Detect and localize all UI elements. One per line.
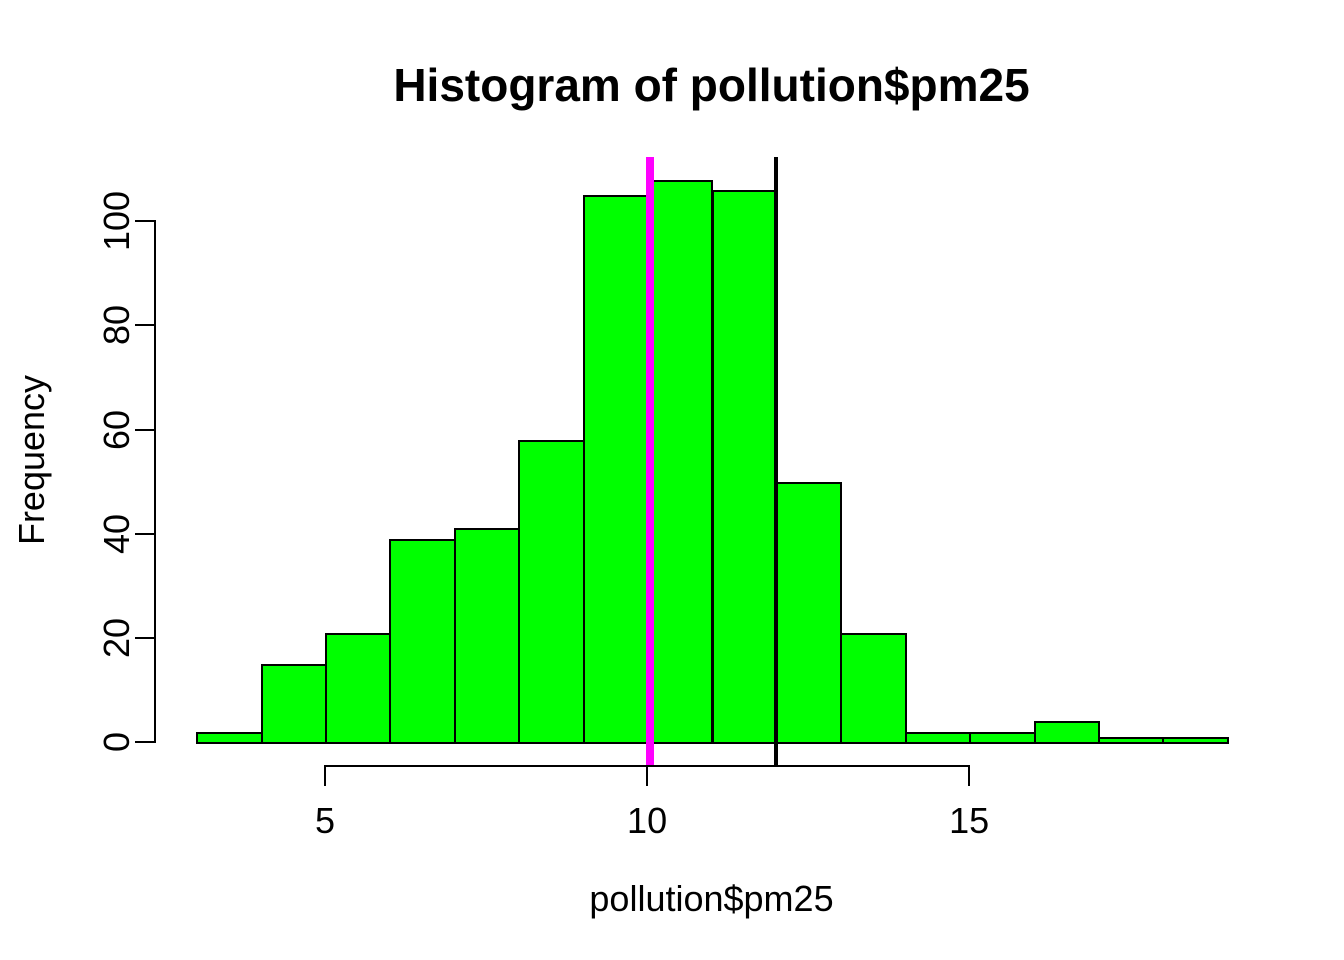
y-tick: [135, 324, 154, 327]
histogram-bar: [453, 528, 521, 744]
x-tick-label: 5: [315, 800, 336, 841]
chart-title: Histogram of pollution$pm25: [393, 59, 1030, 111]
histogram-bar: [904, 731, 972, 744]
y-tick: [135, 636, 154, 639]
histogram-bar: [775, 481, 843, 744]
histogram-bar: [1162, 736, 1229, 744]
y-tick-label: 20: [96, 617, 137, 658]
histogram-bar: [647, 179, 714, 744]
y-tick-label: 80: [96, 305, 137, 346]
x-tick: [324, 766, 327, 786]
y-axis-line: [154, 220, 156, 743]
x-tick-label: 15: [949, 800, 990, 841]
y-tick-label: 60: [96, 409, 137, 450]
histogram-bar: [260, 663, 328, 744]
y-axis-label: Frequency: [11, 374, 52, 546]
y-tick-label: 0: [96, 731, 137, 753]
histogram-bar: [1033, 721, 1100, 744]
histogram-bar: [389, 538, 456, 744]
histogram-bar: [840, 632, 907, 744]
histogram-bar: [196, 731, 263, 744]
y-tick: [135, 741, 154, 743]
median-line: [646, 157, 655, 765]
x-axis-label: pollution$pm25: [589, 878, 834, 919]
y-tick: [135, 532, 154, 535]
x-axis-line: [324, 764, 971, 767]
y-tick: [135, 428, 154, 431]
x-tick: [968, 766, 971, 786]
threshold-line: [773, 157, 778, 765]
x-tick-label: 10: [627, 800, 668, 841]
histogram-bar: [325, 632, 392, 744]
y-tick-label: 40: [96, 513, 137, 554]
histogram-bar: [518, 439, 585, 744]
histogram-bar: [969, 731, 1036, 744]
y-tick-label: 100: [96, 191, 137, 252]
x-tick: [646, 766, 649, 786]
histogram-bar: [711, 189, 778, 744]
histogram-bar: [1097, 736, 1165, 744]
histogram-bar: [582, 195, 650, 744]
y-tick: [135, 220, 154, 223]
